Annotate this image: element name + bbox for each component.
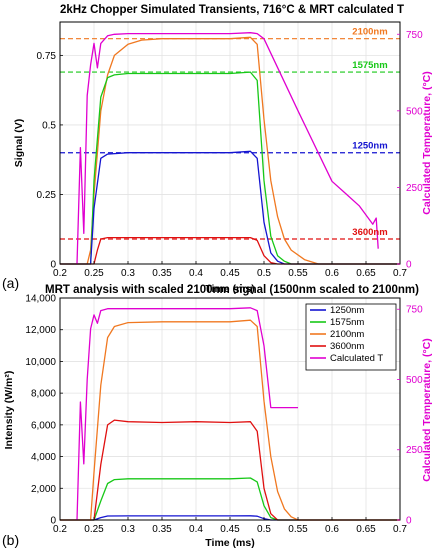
b-series-2100nm — [60, 319, 400, 521]
b-ytick-label: 10,000 — [25, 357, 56, 368]
b-series-1250nm — [60, 515, 400, 521]
b-xtick-label: 0.25 — [84, 524, 104, 535]
b-legend-label: 1250nm — [330, 305, 364, 316]
b-xtick-label: 0.55 — [288, 524, 308, 535]
a-xtick-label: 0.65 — [356, 268, 376, 279]
b-legend-label: 3600nm — [330, 341, 364, 352]
a-xtick-label: 0.35 — [152, 268, 172, 279]
a-ytick-label: 0.25 — [37, 190, 57, 201]
b-ytick-label: 0 — [50, 516, 56, 527]
a-y2tick-label: 500 — [406, 106, 423, 117]
a-reflabel-3600nm: 3600nm — [352, 227, 387, 238]
b-y2tick-label: 500 — [406, 375, 423, 386]
b-y2tick-label: 0 — [406, 516, 412, 527]
b-ytick-label: 6,000 — [31, 420, 56, 431]
a-xtick-label: 0.5 — [257, 268, 271, 279]
a-y2tick-label: 0 — [406, 260, 412, 271]
b-ytick-label: 8,000 — [31, 389, 56, 400]
chart-a-title: 2kHz Chopper Simulated Transients, 716°C… — [60, 4, 404, 16]
b-series-1575nm — [60, 477, 400, 521]
chart-b-y2label: Calculated Temperature, (°C) — [421, 338, 433, 481]
b-ytick-label: 4,000 — [31, 452, 56, 463]
b-y2tick-label: 250 — [406, 445, 423, 456]
b-xtick-label: 0.7 — [393, 524, 407, 535]
chart-a-panel-label: (a) — [2, 275, 19, 291]
chart-b-title: MRT analysis with scaled 2100nm signal (… — [45, 284, 419, 296]
a-xtick-label: 0.3 — [121, 268, 135, 279]
a-xtick-label: 0.45 — [220, 268, 240, 279]
b-y2tick-label: 750 — [406, 305, 423, 316]
b-xtick-label: 0.35 — [152, 524, 172, 535]
a-xtick-label: 0.6 — [325, 268, 339, 279]
a-reflabel-2100nm: 2100nm — [352, 27, 387, 38]
b-xtick-label: 0.45 — [220, 524, 240, 535]
b-xtick-label: 0.5 — [257, 524, 271, 535]
b-ytick-label: 2,000 — [31, 484, 56, 495]
b-ytick-label: 12,000 — [25, 325, 56, 336]
b-series-calculated-t — [76, 307, 298, 521]
chart-a-ylabel: Signal (V) — [13, 119, 25, 167]
b-legend-label: 1575nm — [330, 317, 364, 328]
a-xtick-label: 0.55 — [288, 268, 308, 279]
a-ytick-label: 0 — [50, 260, 56, 271]
a-series-calculated-t — [76, 32, 379, 265]
chart-a-y2label: Calculated Temperature, (°C) — [421, 71, 433, 214]
chart-a: 2kHz Chopper Simulated Transients, 716°C… — [2, 4, 433, 295]
a-xtick-label: 0.4 — [189, 268, 203, 279]
b-series-3600nm — [60, 419, 400, 521]
a-series-2100nm — [60, 36, 400, 265]
a-xtick-label: 0.2 — [53, 268, 67, 279]
a-xtick-label: 0.25 — [84, 268, 104, 279]
a-ytick-label: 0.75 — [37, 51, 57, 62]
b-xtick-label: 0.4 — [189, 524, 203, 535]
b-xtick-label: 0.2 — [53, 524, 67, 535]
a-series-1250nm — [60, 150, 400, 265]
a-reflabel-1250nm: 1250nm — [352, 141, 387, 152]
a-y2tick-label: 250 — [406, 183, 423, 194]
a-y2tick-label: 750 — [406, 30, 423, 41]
b-ytick-label: 14,000 — [25, 294, 56, 305]
chart-a-xlabel: Time (ms) — [205, 283, 254, 295]
a-xtick-label: 0.7 — [393, 268, 407, 279]
chart-b-panel-label: (b) — [2, 532, 19, 548]
b-legend-label: Calculated T — [330, 353, 383, 364]
chart-b-ylabel: Intensity (W/m²) — [3, 371, 15, 450]
chart-b-xlabel: Time (ms) — [205, 537, 254, 549]
chart-b: MRT analysis with scaled 2100nm signal (… — [2, 284, 433, 549]
b-legend-label: 2100nm — [330, 329, 364, 340]
a-ytick-label: 0.5 — [42, 120, 56, 131]
a-series-1575nm — [60, 71, 400, 265]
b-xtick-label: 0.3 — [121, 524, 135, 535]
a-reflabel-1575nm: 1575nm — [352, 60, 387, 71]
b-xtick-label: 0.65 — [356, 524, 376, 535]
b-xtick-label: 0.6 — [325, 524, 339, 535]
b-legend-box — [305, 303, 397, 371]
